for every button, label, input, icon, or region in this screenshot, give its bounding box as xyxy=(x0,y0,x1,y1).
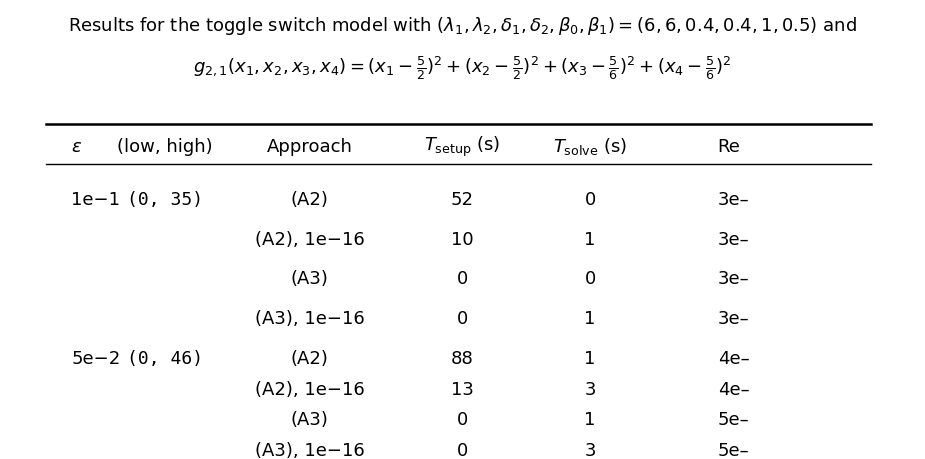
Text: 0: 0 xyxy=(457,442,468,459)
Text: Approach: Approach xyxy=(266,138,352,156)
Text: 5e–: 5e– xyxy=(718,411,749,429)
Text: 1: 1 xyxy=(585,230,596,248)
Text: (A2): (A2) xyxy=(290,190,328,208)
Text: 5e−2: 5e−2 xyxy=(71,349,120,367)
Text: 1e−1: 1e−1 xyxy=(71,190,120,208)
Text: 1: 1 xyxy=(585,309,596,327)
Text: 5e–: 5e– xyxy=(718,442,749,459)
Text: (A2), 1e−16: (A2), 1e−16 xyxy=(254,380,364,398)
Text: 3e–: 3e– xyxy=(718,230,749,248)
Text: 10: 10 xyxy=(451,230,474,248)
Text: 0: 0 xyxy=(457,270,468,288)
Text: 88: 88 xyxy=(451,349,474,367)
Text: 4e–: 4e– xyxy=(718,349,749,367)
Text: 0: 0 xyxy=(457,309,468,327)
Text: 0: 0 xyxy=(585,270,596,288)
Text: (0, 46): (0, 46) xyxy=(127,349,203,367)
Text: (A3): (A3) xyxy=(290,270,328,288)
Text: 0: 0 xyxy=(585,190,596,208)
Text: 13: 13 xyxy=(451,380,474,398)
Text: Re: Re xyxy=(718,138,740,156)
Text: $T_{\mathrm{solve}}$ (s): $T_{\mathrm{solve}}$ (s) xyxy=(553,136,627,157)
Text: $T_{\mathrm{setup}}$ (s): $T_{\mathrm{setup}}$ (s) xyxy=(425,134,500,159)
Text: 3e–: 3e– xyxy=(718,309,749,327)
Text: $\varepsilon$: $\varepsilon$ xyxy=(71,138,82,156)
Text: 3: 3 xyxy=(585,442,596,459)
Text: (A2): (A2) xyxy=(290,349,328,367)
Text: $g_{2,1}(x_1, x_2, x_3, x_4) = (x_1 - \frac{5}{2})^2 + (x_2 - \frac{5}{2})^2 + (: $g_{2,1}(x_1, x_2, x_3, x_4) = (x_1 - \f… xyxy=(193,54,732,82)
Text: 0: 0 xyxy=(457,411,468,429)
Text: (A2), 1e−16: (A2), 1e−16 xyxy=(254,230,364,248)
Text: 4e–: 4e– xyxy=(718,380,749,398)
Text: 3e–: 3e– xyxy=(718,270,749,288)
Text: 3e–: 3e– xyxy=(718,190,749,208)
Text: (A3), 1e−16: (A3), 1e−16 xyxy=(254,309,364,327)
Text: 1: 1 xyxy=(585,411,596,429)
Text: 52: 52 xyxy=(451,190,474,208)
Text: (A3): (A3) xyxy=(290,411,328,429)
Text: (A3), 1e−16: (A3), 1e−16 xyxy=(254,442,364,459)
Text: 3: 3 xyxy=(585,380,596,398)
Text: 1: 1 xyxy=(585,349,596,367)
Text: (0, 35): (0, 35) xyxy=(127,190,203,208)
Text: (low, high): (low, high) xyxy=(117,138,213,156)
Text: Results for the toggle switch model with $(\lambda_1, \lambda_2, \delta_1, \delt: Results for the toggle switch model with… xyxy=(68,15,857,37)
